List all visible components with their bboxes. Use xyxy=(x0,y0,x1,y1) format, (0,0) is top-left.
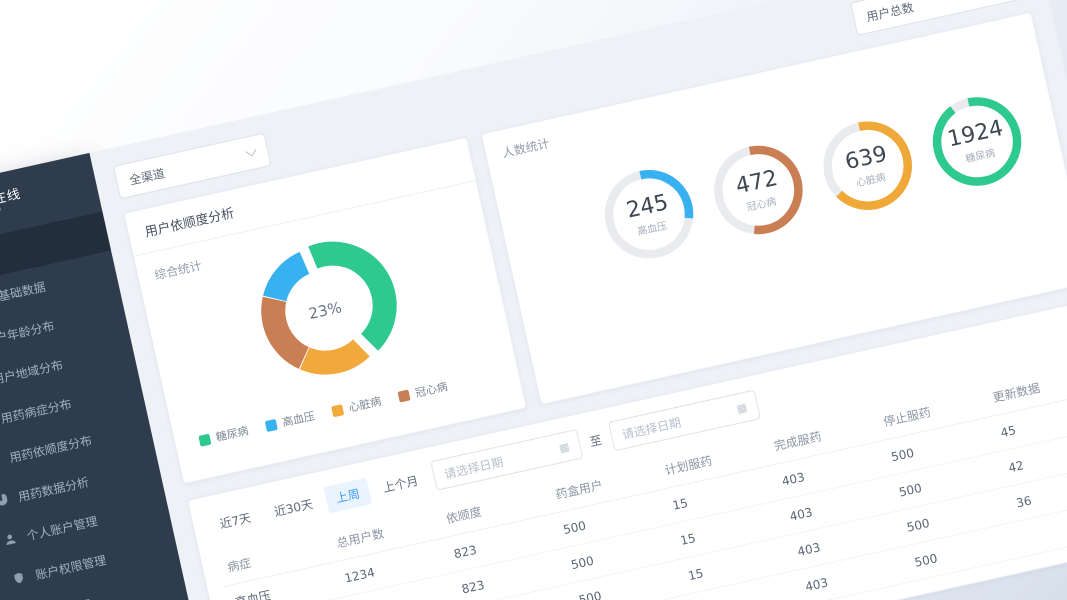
gauge-ring-高血压: 245 高血压 xyxy=(589,155,708,274)
range-tab[interactable]: 近30天 xyxy=(272,496,315,519)
sidebar-item-label: 用药病症分布 xyxy=(0,396,73,426)
pie-icon xyxy=(0,492,10,509)
legend-swatch xyxy=(264,418,278,432)
legend-swatch xyxy=(331,403,345,417)
sidebar-item-shield[interactable]: 账户权限管理 xyxy=(0,524,180,600)
gauge-ring-心脏病: 639 心脏病 xyxy=(808,106,927,225)
sidebar-item-label: 个人账户管理 xyxy=(25,513,99,543)
sidebar-nav: 首页用户基础数据用户年龄分布用户地域分布用药病症分布用药依顺度分布用药数据分析个… xyxy=(0,211,189,600)
donut-slice-冠心病 xyxy=(261,296,309,369)
content-area: 全渠道 用户总数 用户依顺度分析 综合统计 23% 糖尿病 高血压 xyxy=(89,0,1067,600)
gauge-ring-svg xyxy=(714,145,803,235)
legend-swatch xyxy=(198,433,212,447)
counts-panel: 人数统计 245 高血压 472 冠心病 639 心脏病 1924 糖尿病 xyxy=(480,11,1067,406)
shield-icon xyxy=(11,570,28,587)
range-tab[interactable]: 上个月 xyxy=(381,473,420,495)
charts-row: 用户依顺度分析 综合统计 23% 糖尿病 高血压 心脏病 冠心病 人数统计 245 高血… xyxy=(123,11,1067,485)
donut-slice-心脏病 xyxy=(299,339,370,375)
legend-label: 糖尿病 xyxy=(214,424,250,445)
donut-chart-svg: 23% xyxy=(261,241,397,375)
capsule-icon xyxy=(0,453,1,470)
donut-center-label: 23% xyxy=(307,298,343,323)
donut-chart: 23% xyxy=(134,181,516,436)
date-range-to-label: 至 xyxy=(588,432,604,449)
compliance-panel: 用户依顺度分析 综合统计 23% 糖尿病 高血压 心脏病 冠心病 xyxy=(123,136,528,485)
calendar-icon: ▦ xyxy=(735,400,749,416)
gauge-ring-冠心病: 472 冠心病 xyxy=(699,130,818,249)
calendar-icon: ▦ xyxy=(557,439,571,455)
sidebar: 好大夫在线 www.haodf.com 首页用户基础数据用户年龄分布用户地域分布… xyxy=(0,152,304,600)
compliance-panel-body: 综合统计 23% 糖尿病 高血压 心脏病 冠心病 xyxy=(134,181,522,464)
gauge-ring-svg xyxy=(604,169,694,259)
range-tab[interactable]: 近7天 xyxy=(218,510,253,531)
channel-select-value: 全渠道 xyxy=(127,165,167,188)
sidebar-item-label: 通知管理 xyxy=(42,595,93,600)
donut-slice-高血压 xyxy=(262,251,310,302)
legend-swatch xyxy=(397,389,411,403)
sidebar-item-label: 用户年龄分布 xyxy=(0,318,56,348)
brand-url: www.haodf.com xyxy=(0,201,24,223)
gauge-ring-svg xyxy=(932,97,1022,186)
metric-select-value: 用户总数 xyxy=(864,0,915,24)
gauge-rings-row: 245 高血压 472 冠心病 639 心脏病 1924 糖尿病 xyxy=(482,13,1066,295)
date-to-placeholder: 请选择日期 xyxy=(620,414,683,442)
user-icon xyxy=(2,531,19,548)
sidebar-item-label: 用户地域分布 xyxy=(0,357,65,387)
chevron-down-icon xyxy=(245,145,257,157)
donut-slice-糖尿病 xyxy=(308,241,397,351)
gauge-ring-糖尿病: 1924 糖尿病 xyxy=(917,82,1036,201)
gauge-ring-svg xyxy=(823,121,912,210)
sidebar-item-pie[interactable]: 用药数据分析 xyxy=(0,446,163,526)
counts-panel-body: 人数统计 245 高血压 472 冠心病 639 心脏病 1924 糖尿病 xyxy=(482,13,1066,295)
sidebar-item-label: 用药数据分析 xyxy=(16,474,91,504)
sidebar-item-label: 用药依顺度分布 xyxy=(8,432,94,465)
range-tab[interactable]: 上周 xyxy=(323,477,373,514)
date-from-placeholder: 请选择日期 xyxy=(442,454,505,482)
sidebar-item-user[interactable]: 个人账户管理 xyxy=(0,485,172,565)
sidebar-item-label: 用户基础数据 xyxy=(0,279,47,309)
sidebar-item-label: 账户权限管理 xyxy=(34,552,108,582)
